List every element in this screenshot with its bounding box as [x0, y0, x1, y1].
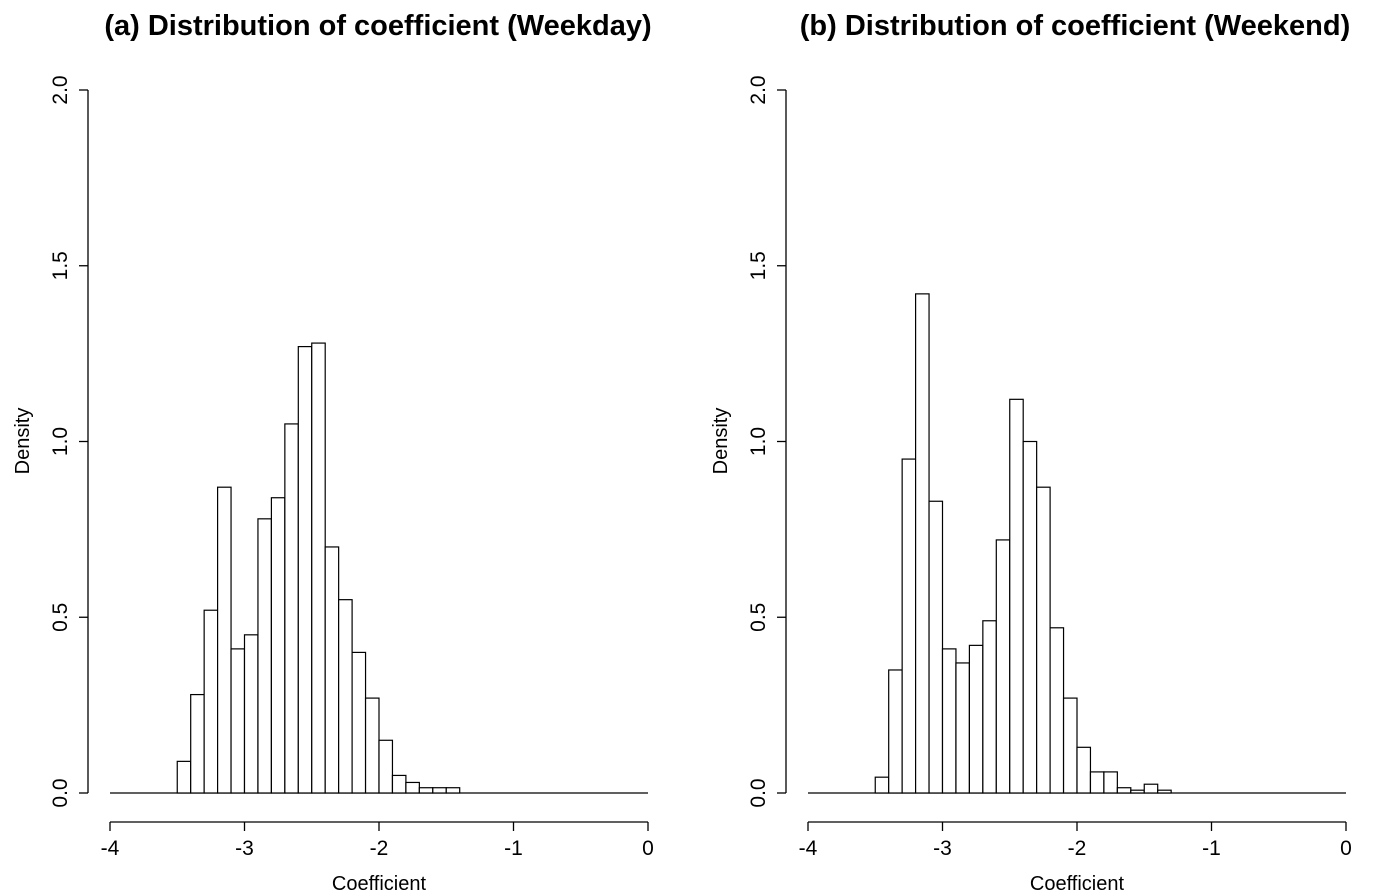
panel-weekend: (b) Distribution of coefficient (Weekend… [710, 10, 1352, 895]
x-axis-label: Coefficient [332, 873, 427, 895]
histogram-bar [888, 669, 903, 794]
x-tick-label: -2 [370, 837, 389, 860]
histogram-bar [217, 486, 232, 794]
histogram-bar [270, 497, 286, 794]
histogram-bar [1130, 789, 1145, 794]
y-tick-label: 1.5 [747, 251, 770, 280]
histogram-bars [110, 342, 648, 794]
x-tick-label: -1 [504, 837, 523, 860]
histogram-bar [257, 518, 273, 794]
histogram-bars [808, 293, 1346, 794]
histogram-bar [982, 620, 997, 794]
histogram-bar [284, 423, 299, 794]
x-axis: -4 -3 -2 -1 0 [799, 821, 1352, 860]
y-axis-label: Density [710, 408, 732, 475]
histogram-bar [203, 609, 219, 794]
histogram-bar [351, 651, 367, 794]
histogram-bar [968, 644, 984, 794]
histogram-bar [1049, 627, 1065, 794]
histogram-bar [874, 776, 890, 794]
histogram-bar [324, 546, 340, 794]
histogram-bar [311, 342, 326, 794]
histogram-bar [243, 634, 259, 794]
histogram-bar [1089, 771, 1105, 794]
histogram-bar [230, 648, 246, 794]
y-tick-label: 0.0 [49, 778, 72, 807]
y-axis: 0.0 0.5 1.0 1.5 2.0 [747, 75, 787, 808]
chart-title: (a) Distribution of coefficient (Weekday… [104, 10, 651, 42]
histogram-bar [364, 697, 380, 794]
histogram-bar [1143, 783, 1159, 794]
histogram-bar [1157, 789, 1172, 794]
y-axis: 0.0 0.5 1.0 1.5 2.0 [49, 75, 89, 808]
y-tick-label: 1.5 [49, 251, 72, 280]
y-tick-label: 1.0 [747, 427, 770, 456]
histogram-bar [391, 774, 407, 794]
x-tick-label: 0 [642, 837, 654, 860]
histogram-bar [995, 539, 1011, 794]
y-tick-label: 0.5 [49, 603, 72, 632]
histogram-bar [1116, 787, 1132, 794]
x-tick-label: -2 [1068, 837, 1087, 860]
y-tick-label: 0.5 [747, 603, 770, 632]
y-tick-label: 0.0 [747, 778, 770, 807]
histogram-bar [928, 500, 944, 794]
histogram-bar [1036, 486, 1051, 794]
histogram-bar [1062, 697, 1078, 794]
x-axis: -4 -3 -2 -1 0 [101, 821, 654, 860]
histogram-bar [418, 787, 434, 794]
x-tick-label: -1 [1202, 837, 1221, 860]
histogram-bar [445, 787, 461, 794]
histogram-bar [955, 662, 971, 794]
y-tick-label: 1.0 [49, 427, 72, 456]
x-tick-label: -3 [235, 837, 254, 860]
histogram-bar [1076, 746, 1092, 794]
y-tick-label: 2.0 [747, 75, 770, 104]
histogram-bar [1103, 771, 1118, 794]
x-tick-label: 0 [1340, 837, 1352, 860]
x-axis-label: Coefficient [1030, 873, 1125, 895]
histogram-bar [297, 345, 313, 794]
x-tick-label: -4 [799, 837, 818, 860]
histogram-bar [405, 781, 420, 794]
histogram-bar [338, 599, 353, 794]
histogram-bar [190, 693, 205, 794]
x-tick-label: -3 [933, 837, 952, 860]
histogram-bar [1022, 440, 1038, 794]
histogram-bar [1009, 398, 1024, 794]
histogram-bar [176, 760, 192, 794]
y-tick-label: 2.0 [49, 75, 72, 104]
x-tick-label: -4 [101, 837, 120, 860]
y-axis-label: Density [12, 408, 34, 475]
histogram-bar [941, 648, 957, 794]
panel-weekday: (a) Distribution of coefficient (Weekday… [12, 10, 654, 895]
histogram-bar [914, 293, 930, 794]
histogram-bar [901, 458, 917, 794]
chart-title: (b) Distribution of coefficient (Weekend… [800, 10, 1350, 42]
histogram-bar [432, 787, 447, 794]
histogram-bar [378, 739, 394, 794]
